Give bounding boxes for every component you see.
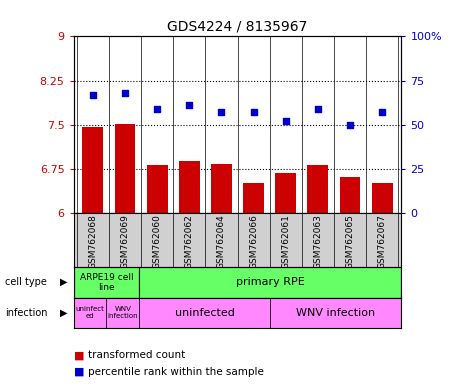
Text: ■: ■ bbox=[74, 367, 84, 377]
Text: cell type: cell type bbox=[5, 277, 47, 287]
Text: infection: infection bbox=[5, 308, 47, 318]
Bar bbox=[307, 165, 328, 213]
Text: GSM762067: GSM762067 bbox=[378, 214, 387, 269]
Point bbox=[378, 109, 386, 116]
Point bbox=[218, 109, 225, 116]
Text: GSM762069: GSM762069 bbox=[121, 214, 130, 269]
Text: WNV
infection: WNV infection bbox=[107, 306, 138, 319]
Bar bbox=[211, 164, 232, 213]
Text: uninfect
ed: uninfect ed bbox=[76, 306, 104, 319]
Bar bbox=[74, 298, 106, 328]
Bar bbox=[179, 161, 200, 213]
Point bbox=[89, 92, 97, 98]
Bar bbox=[147, 165, 168, 213]
Point bbox=[250, 109, 257, 116]
Point bbox=[346, 122, 354, 128]
Point bbox=[282, 118, 289, 124]
Text: primary RPE: primary RPE bbox=[236, 277, 304, 287]
Bar bbox=[139, 298, 270, 328]
Text: ARPE19 cell
line: ARPE19 cell line bbox=[80, 273, 133, 292]
Text: GSM762066: GSM762066 bbox=[249, 214, 258, 269]
Text: GSM762063: GSM762063 bbox=[314, 214, 323, 269]
Point bbox=[186, 102, 193, 108]
Bar bbox=[340, 177, 361, 213]
Text: GSM762068: GSM762068 bbox=[88, 214, 97, 269]
Text: WNV infection: WNV infection bbox=[296, 308, 375, 318]
Text: GSM762061: GSM762061 bbox=[281, 214, 290, 269]
Text: ▶: ▶ bbox=[60, 308, 68, 318]
Text: transformed count: transformed count bbox=[88, 350, 185, 360]
Text: GSM762064: GSM762064 bbox=[217, 214, 226, 269]
Text: uninfected: uninfected bbox=[175, 308, 235, 318]
Bar bbox=[243, 182, 264, 213]
Bar bbox=[139, 267, 401, 298]
Point bbox=[153, 106, 161, 112]
Text: GSM762060: GSM762060 bbox=[152, 214, 162, 269]
Bar bbox=[270, 298, 401, 328]
Bar bbox=[275, 173, 296, 213]
Bar bbox=[83, 127, 104, 213]
Bar bbox=[106, 298, 139, 328]
Text: ■: ■ bbox=[74, 350, 84, 360]
Text: GSM762062: GSM762062 bbox=[185, 214, 194, 269]
Point bbox=[314, 106, 322, 112]
Text: GSM762065: GSM762065 bbox=[345, 214, 354, 269]
Bar bbox=[371, 182, 392, 213]
Point bbox=[121, 90, 129, 96]
Title: GDS4224 / 8135967: GDS4224 / 8135967 bbox=[167, 20, 308, 34]
Text: percentile rank within the sample: percentile rank within the sample bbox=[88, 367, 264, 377]
Bar bbox=[74, 267, 139, 298]
Text: ▶: ▶ bbox=[60, 277, 68, 287]
Bar bbox=[114, 124, 135, 213]
